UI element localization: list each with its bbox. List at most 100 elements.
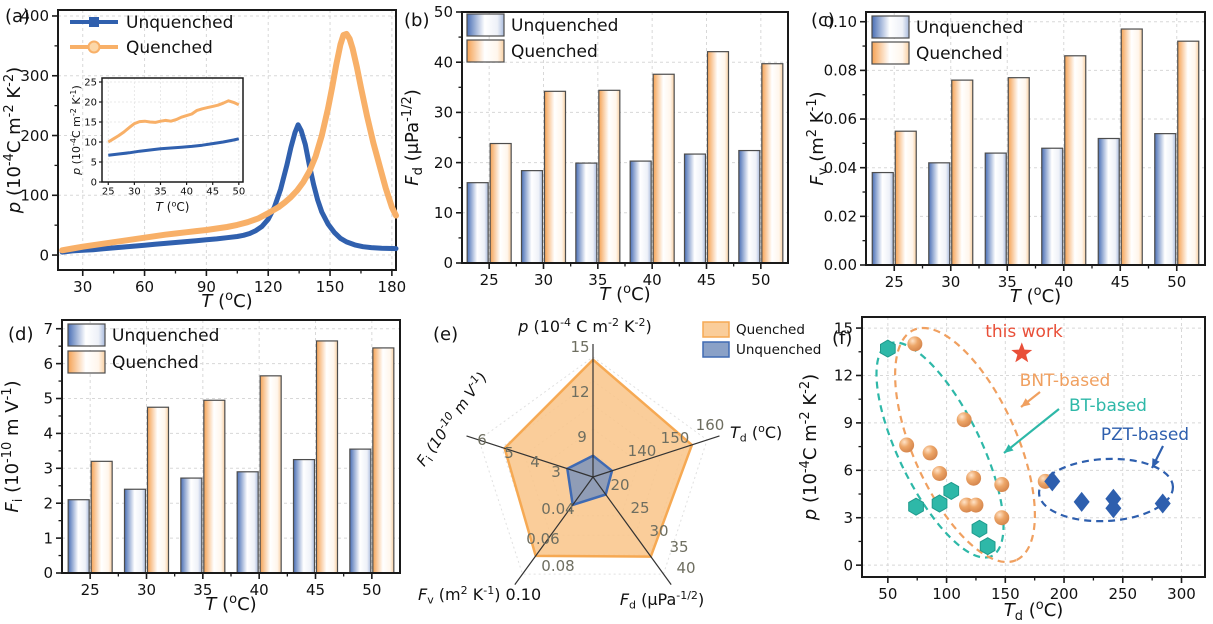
y-tick-label: 400 [20,7,49,25]
bar-quenched-45 [706,51,730,264]
plot-frame [57,9,397,271]
bar-quenched-30 [543,90,567,264]
data-point-pzt [1105,498,1122,519]
radar-axis-title: Fi (10-10 m V-1) [411,368,492,471]
x-tick-label: 60 [135,278,154,296]
panel-label-d: (d) [8,324,34,345]
legend-swatch [871,41,910,65]
data-point-bnt [899,437,915,453]
legend: Unquenched Quenched [466,13,618,63]
x-tick-label: 45 [1111,273,1130,291]
x-tick-label: 50 [878,585,897,603]
x-tick-label: 50 [751,271,770,289]
data-point-bnt [966,470,982,486]
x-tick-label: 40 [1054,273,1073,291]
arrowhead [1021,398,1031,407]
legend-swatch [702,341,730,358]
gridlines [462,12,788,263]
inset-y-tick-label: 20 [84,98,97,109]
y-tick-label: 9 [843,414,853,432]
panel-label-e: (e) [433,324,459,345]
bar-quenched-45 [315,340,339,574]
radar-tick-label: 150 [661,429,690,447]
panel-e: 9 12 15 p (10-4 C m-2 K-2) 140 150 160 Td (oC) 2… [410,310,821,624]
radar-spoke [592,435,720,478]
data-point-bt [943,481,960,500]
radar-spoke [592,476,672,585]
bar-unquenched-25 [466,182,489,264]
annotation-arrow [1003,408,1060,454]
legend-label: Unquenched [736,342,821,358]
inset-x-axis-label: T (oC) [156,199,190,214]
inset-series [107,99,240,144]
panel-b: 0 10 20 30 40 50 25 30 35 40 45 50 Unquenched Quenche… [400,0,813,310]
x-tick-label: 50 [1167,273,1186,291]
radar-axis-title: Td (oC) [730,422,782,445]
bar-quenched-50 [761,63,784,264]
bar-unquenched-25 [871,171,894,266]
x-tick-label: 300 [1167,585,1196,603]
data-point-pzt [1154,493,1171,514]
bar-unquenched-30 [520,170,544,264]
radar-tick-label: 0.08 [541,557,574,575]
x-tick-label: 200 [1050,585,1079,603]
bar-unquenched-35 [575,162,598,264]
annotation-this-work: this work [985,322,1063,342]
y-axis-label: Fi (10-10 m V-1) [0,380,26,512]
radar-tick-label: 35 [669,538,688,556]
panel-label-f: (f) [832,328,853,349]
x-tick-label: 150 [991,585,1020,603]
data-point-bt [971,519,988,538]
bar-unquenched-30 [928,162,951,266]
ellipse-bt-based [875,341,1005,559]
panel-f-chart: 50 100 150 200 250 300 0 3 6 9 12 15 this work BNT-ba… [798,316,1206,624]
bar-unquenched-35 [180,477,203,574]
bar-quenched-25 [489,142,512,264]
x-tick-label: 40 [643,271,662,289]
bar-quenched-40 [259,375,282,574]
scatter-chart: 50 100 150 200 250 300 0 3 6 9 12 15 this work BNT-ba… [798,316,1206,624]
legend-square-marker [89,17,99,27]
bar-chart: 0 10 20 30 40 50 25 30 35 40 45 50 Unquenched Quenche… [400,3,789,305]
radar-tick-label: 140 [628,442,657,460]
x-tick-label: 30 [137,581,156,599]
data-point-bt [908,497,924,516]
y-tick-label: 10 [434,204,453,222]
annotation-bt-based: BT-based [1069,396,1147,416]
x-tick-label: 25 [885,273,904,291]
gridlines [866,12,1205,265]
data-point-bnt [932,465,948,481]
y-tick-label: 0.10 [824,13,857,31]
inset-x-tick-label: 50 [232,186,245,197]
axis-ticks: 0 10 20 30 40 50 25 30 35 40 45 50 [434,3,770,289]
ellipse-pzt-based [1037,457,1175,523]
radar-axis-title: Fd (μPa-1/2) [620,589,704,612]
x-tick-label: 30 [73,278,92,296]
radar-tick-label: 20 [610,476,629,494]
annotation-pzt-based: PZT-based [1101,425,1189,445]
annotations: this work BNT-based BT-based PZT-based [985,322,1189,469]
legend-swatch [466,39,505,63]
plot-frame [865,11,1206,266]
bar-chart: 0.00 0.02 0.04 0.06 0.08 0.10 25 30 35 40 45 50 Unqu… [805,11,1206,307]
x-tick-label: 30 [534,271,553,289]
legend: Unquenched Quenched [70,13,233,58]
panel-c: 0.00 0.02 0.04 0.06 0.08 0.10 25 30 35 40 45 50 Unqu… [805,0,1213,310]
y-tick-label: 1 [43,529,53,547]
x-tick-label: 150 [316,278,345,296]
radar-axis-title: Fv (m2 K-1) 0.10 [418,584,541,607]
x-axis-label: T (oC) [205,592,256,615]
y-tick-label: 6 [843,462,853,480]
y-tick-label: 30 [434,104,453,122]
y-tick-label: 0 [43,564,53,582]
x-tick-label: 100 [932,585,961,603]
x-tick-label: 45 [306,581,325,599]
x-tick-label: 25 [480,271,499,289]
bar-quenched-50 [1177,40,1200,266]
radar-series-unquenched [566,454,614,507]
data-point-bt [880,339,896,358]
